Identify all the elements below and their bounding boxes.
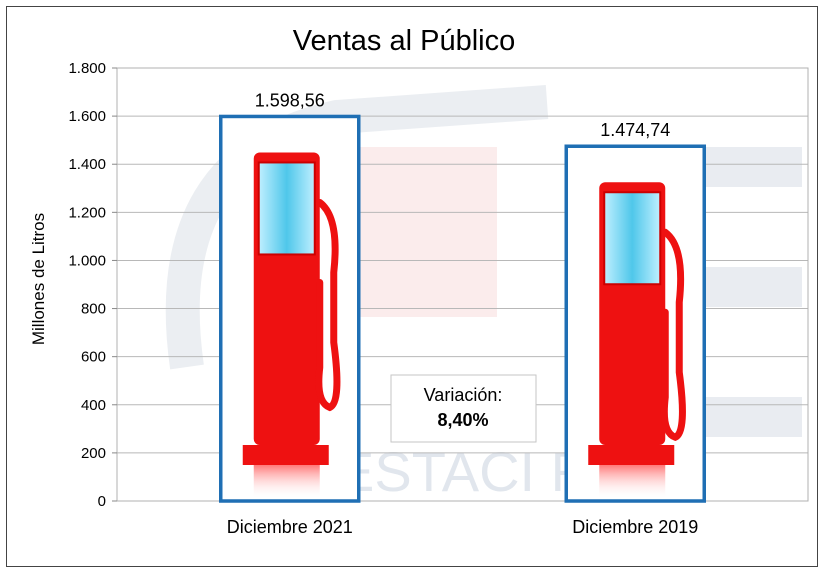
pump-reflection [599,465,666,499]
chart-frame: ESTACI RO 0 200 400 600 800 1.000 1.200 1.400 1.… [6,6,818,567]
chart-title: Ventas al Público [293,25,515,57]
annotation-line1: Variación: [424,385,503,405]
data-label: 1.474,74 [600,120,670,140]
bar: 1.598,56 [219,90,361,503]
bar-outline [564,144,706,503]
bars: 1.598,56 1.474,74 [219,90,706,503]
category-label: Diciembre 2021 [227,517,353,537]
y-tick-label: 200 [81,445,106,462]
annotation-box [390,374,537,443]
category-label: Diciembre 2019 [572,517,698,537]
bar: 1.474,74 [564,120,706,503]
plot-area [116,67,809,502]
y-tick-label: 0 [98,493,106,510]
pump-screen [603,191,662,286]
y-tick-label: 600 [81,349,106,366]
pump-reflection [253,465,320,499]
pump-base [588,445,675,465]
y-tick-label: 400 [81,397,106,414]
x-axis: Diciembre 2021 Diciembre 2019 [227,517,699,537]
fuel-pump-icon [242,152,341,499]
pump-base [242,445,329,465]
pump-hose [660,228,686,441]
annotation-line2: 8,40% [437,410,488,430]
y-tick-label: 1.800 [68,60,106,77]
y-axis-label: Millones de Litros [29,213,48,345]
y-axis: 0 200 400 600 800 1.000 1.200 1.400 1.600 1.800 [68,60,117,510]
y-tick-label: 1.600 [68,108,106,125]
y-tick-label: 1.000 [68,252,106,269]
y-tick-label: 1.200 [68,204,106,221]
bar-outline [219,114,361,503]
variation-annotation: Variación: 8,40% [390,374,537,443]
pump-hose [315,198,341,412]
pump-screen [257,161,316,256]
y-tick-label: 800 [81,301,106,318]
data-label: 1.598,56 [255,90,325,110]
y-tick-label: 1.400 [68,156,106,173]
bar-chart: ESTACI RO 02004006008001.0001.2001.4001.… [29,25,809,537]
fuel-pump-icon [588,182,686,499]
